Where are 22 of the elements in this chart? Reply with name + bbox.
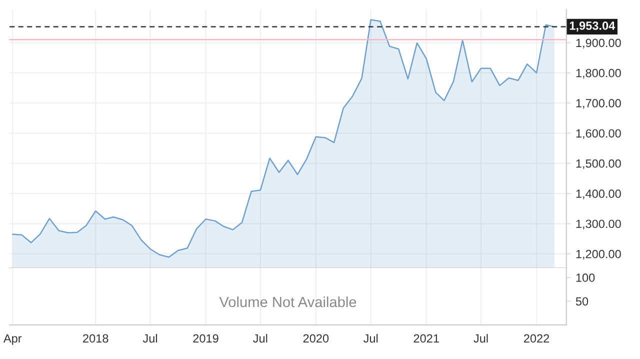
x-tick-label: Jul [363, 334, 378, 343]
y-tick-label: 1,200.00 [576, 250, 621, 260]
x-tick-label: 2018 [83, 334, 108, 343]
y-tick-label: 1,300.00 [576, 220, 621, 230]
x-tick-label: 2022 [524, 334, 550, 343]
y-tick-label: 1,800.00 [576, 68, 621, 79]
y-tick-label: 1,400.00 [576, 190, 621, 200]
y-tick-label: 1,600.00 [576, 129, 621, 139]
y-tick-label: 1,900.00 [576, 38, 621, 48]
x-tick-label: Jul [142, 334, 157, 343]
y-tick-label: 100 [576, 274, 595, 282]
annotation: Volume Not Available [219, 296, 356, 308]
y-tick-label: 50 [576, 297, 588, 306]
ref-line-label: 1,953.04 [570, 22, 616, 32]
y-tick-label: 1,700.00 [576, 99, 621, 109]
x-tick-label: Jul [474, 334, 488, 343]
x-tick-label: Jul [253, 334, 268, 343]
x-tick-label: Apr [3, 334, 22, 345]
y-tick-label: 1,500.00 [576, 159, 621, 170]
x-tick-label: 2019 [193, 334, 218, 343]
x-tick-label: 2021 [414, 334, 439, 343]
x-tick-label: 2020 [303, 334, 329, 343]
